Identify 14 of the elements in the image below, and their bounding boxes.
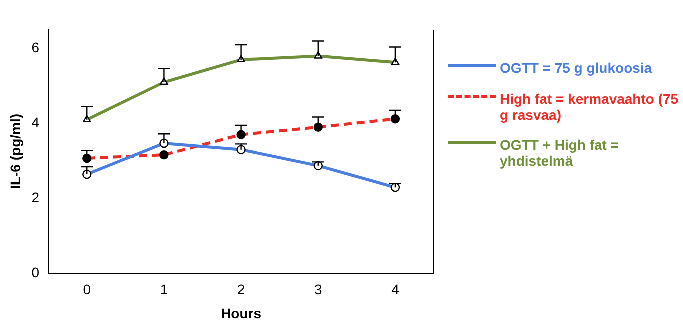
x-tick-label: 2 xyxy=(237,282,246,298)
legend-label: OGTT = 75 g glukoosia xyxy=(500,60,652,76)
x-tick-label: 3 xyxy=(314,282,322,298)
x-tick-label: 4 xyxy=(392,282,400,298)
y-tick-label: 2 xyxy=(32,189,40,206)
y-tick-label: 0 xyxy=(32,264,40,280)
legend-label: High fat = kermavaahto (75 g rasvaa) xyxy=(500,91,680,123)
legend-label: OGTT + High fat = yhdistelmä xyxy=(500,137,620,169)
y-tick-label: 6 xyxy=(32,40,40,56)
y-axis-title: IL-6 (pg/ml) xyxy=(7,114,24,190)
x-axis-title: Hours xyxy=(221,305,262,322)
x-tick-label: 0 xyxy=(83,282,92,298)
x-tick-label: 1 xyxy=(160,282,168,298)
y-tick-label: 4 xyxy=(32,114,40,130)
